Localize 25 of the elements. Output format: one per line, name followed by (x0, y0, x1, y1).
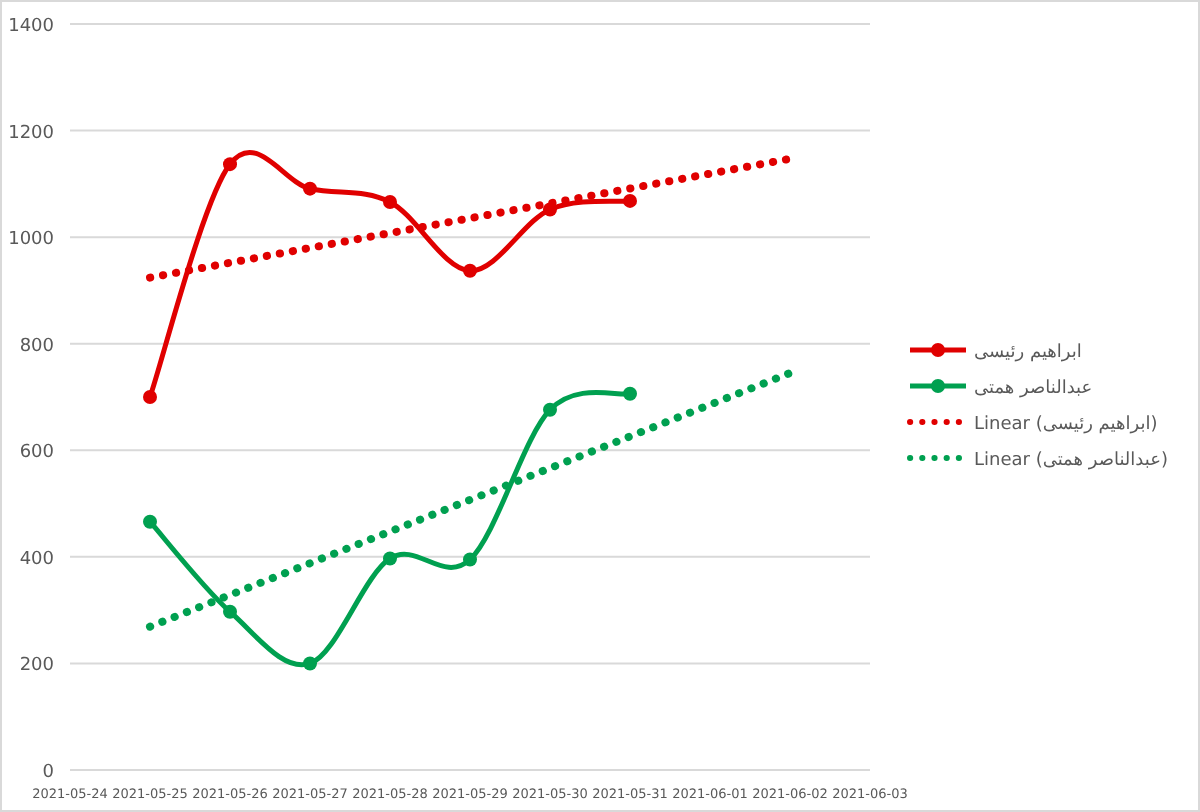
point (543, 402, 557, 417)
point (623, 386, 637, 401)
y-tick-label: 600 (19, 443, 55, 464)
point (223, 157, 237, 172)
point (303, 656, 317, 671)
point (223, 604, 237, 619)
point (383, 551, 397, 566)
y-tick-label: 800 (19, 336, 55, 357)
point (383, 194, 397, 209)
legend-label: Linear (ابراهیم رئیسی) (974, 415, 1158, 435)
point (463, 263, 477, 278)
legend-label: عبدالناصر همتی (974, 379, 1093, 399)
point (463, 552, 477, 567)
y-tick-label: 400 (19, 549, 55, 570)
y-tick-label: 1400 (8, 17, 55, 37)
y-tick-label: 200 (19, 656, 55, 677)
y-tick-label: 1200 (8, 123, 55, 144)
y-tick-label: 0 (42, 763, 55, 783)
legend-label: ابراهیم رئیسی (974, 343, 1082, 363)
legend-label: Linear (عبدالناصر همتی) (974, 451, 1169, 471)
y-tick-label: 1000 (8, 230, 55, 251)
point (143, 514, 157, 529)
point (623, 193, 637, 208)
point (143, 390, 157, 404)
point (303, 181, 317, 196)
